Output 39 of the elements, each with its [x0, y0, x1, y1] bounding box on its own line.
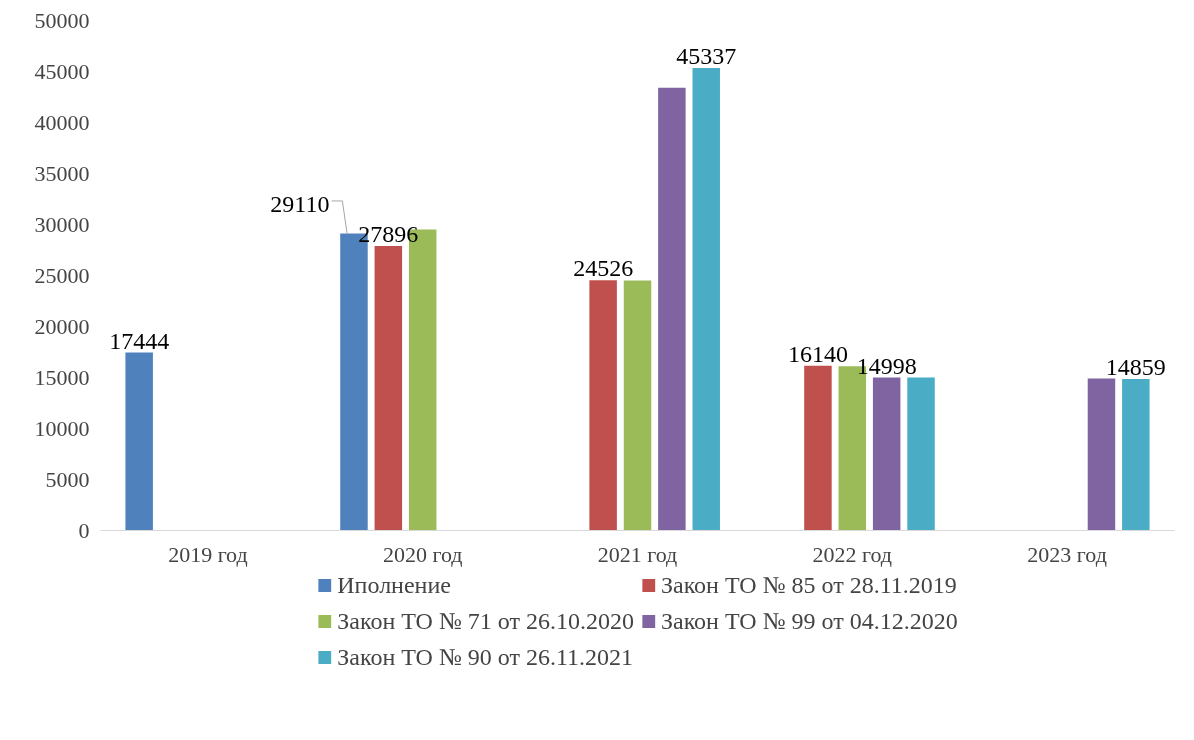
legend-label: Закон ТО № 99 от 04.12.2020 [661, 606, 958, 636]
bar [623, 280, 652, 531]
data-label: 45337 [676, 43, 737, 70]
bar [907, 377, 935, 531]
y-tick-label: 25000 [34, 262, 90, 288]
data-label: 14998 [856, 352, 917, 379]
y-tick-label: 40000 [34, 109, 90, 135]
bar [692, 68, 720, 531]
legend-label: Закон ТО № 90 от 26.11.2021 [337, 642, 634, 672]
y-tick-label: 15000 [34, 364, 90, 390]
legend-label: Иполнение [337, 570, 451, 600]
data-label: 17444 [109, 327, 170, 354]
data-label: 14859 [1105, 353, 1166, 380]
x-tick-label: 2021 год [597, 541, 678, 567]
y-tick-label: 30000 [34, 211, 90, 237]
bar [374, 245, 403, 531]
x-tick-label: 2023 год [1027, 541, 1107, 567]
y-tick-label: 20000 [34, 313, 90, 339]
x-tick-label: 2019 год [168, 541, 248, 567]
data-label: 29110 [270, 190, 330, 217]
y-tick-label: 10000 [34, 415, 90, 441]
bar [804, 365, 832, 531]
bar [125, 352, 153, 531]
legend-label: Закон ТО № 85 от 28.11.2019 [661, 570, 957, 600]
bar [872, 377, 901, 531]
bar [589, 280, 617, 531]
bar [1087, 378, 1116, 531]
y-tick-label: 35000 [34, 160, 90, 186]
y-tick-label: 5000 [45, 466, 90, 492]
legend-label: Закон ТО № 71 от 26.10.2020 [337, 606, 634, 636]
bar [1122, 378, 1150, 531]
x-tick-label: 2022 год [812, 541, 893, 567]
x-tick-label: 2020 год [382, 541, 463, 567]
y-tick-label: 50000 [34, 7, 90, 33]
y-tick-label: 0 [78, 517, 90, 543]
data-label: 16140 [787, 340, 848, 367]
y-tick-label: 45000 [34, 58, 90, 84]
data-label: 24526 [573, 255, 634, 282]
bar [658, 87, 686, 531]
